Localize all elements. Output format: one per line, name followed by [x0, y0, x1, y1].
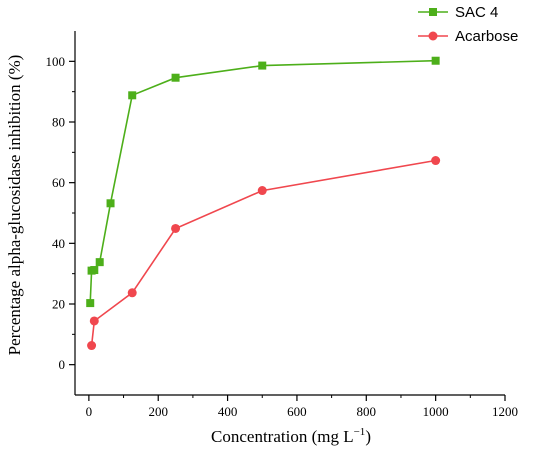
data-point [86, 299, 95, 308]
data-point [106, 199, 115, 208]
y-tick-label: 0 [59, 357, 66, 372]
data-point [171, 73, 180, 82]
x-axis-title: Concentration (mg L−1) [211, 426, 371, 446]
data-point [87, 341, 97, 351]
x-tick-label: 1000 [423, 404, 449, 419]
data-point [127, 288, 137, 298]
series-line [89, 59, 436, 304]
data-point [128, 91, 137, 100]
data-point [90, 266, 99, 275]
legend-marker [428, 31, 438, 41]
data-point [258, 61, 267, 70]
x-tick-label: 800 [357, 404, 377, 419]
series-group [86, 56, 441, 351]
data-point [257, 186, 267, 196]
x-axis-title-suffix: ) [365, 427, 371, 446]
x-tick-label: 1200 [492, 404, 518, 419]
y-tick-label: 60 [52, 175, 65, 190]
y-tick-label: 20 [52, 297, 65, 312]
x-tick-label: 0 [86, 404, 93, 419]
data-point [171, 223, 181, 233]
y-tick-label: 80 [52, 115, 65, 130]
data-point [431, 156, 441, 166]
x-axis-ticks: 0 200 400 600 800 1000 1200 [86, 395, 518, 419]
x-axis-title-superscript: −1 [354, 426, 366, 438]
y-tick-label: 40 [52, 236, 65, 251]
x-tick-label: 200 [148, 404, 168, 419]
data-point [89, 316, 99, 326]
y-tick-label: 100 [46, 54, 66, 69]
x-tick-label: 600 [287, 404, 307, 419]
legend-item: Acarbose [418, 28, 518, 45]
axes [74, 31, 505, 396]
data-point [95, 258, 104, 267]
series-2 [87, 156, 441, 351]
y-axis-title: Percentage alpha-glucosidase inhibition … [5, 55, 24, 356]
x-tick-label: 400 [218, 404, 238, 419]
legend-label: Acarbose [455, 28, 518, 45]
x-axis-title-main: Concentration (mg L [211, 427, 354, 446]
legend: SAC 4 Acarbose [418, 4, 518, 45]
y-axis-ticks: 0 20 40 60 80 100 [46, 54, 75, 372]
legend-item: SAC 4 [418, 4, 498, 21]
legend-marker [429, 8, 437, 16]
data-point [431, 56, 440, 65]
series-1 [86, 56, 440, 308]
legend-label: SAC 4 [455, 4, 498, 21]
